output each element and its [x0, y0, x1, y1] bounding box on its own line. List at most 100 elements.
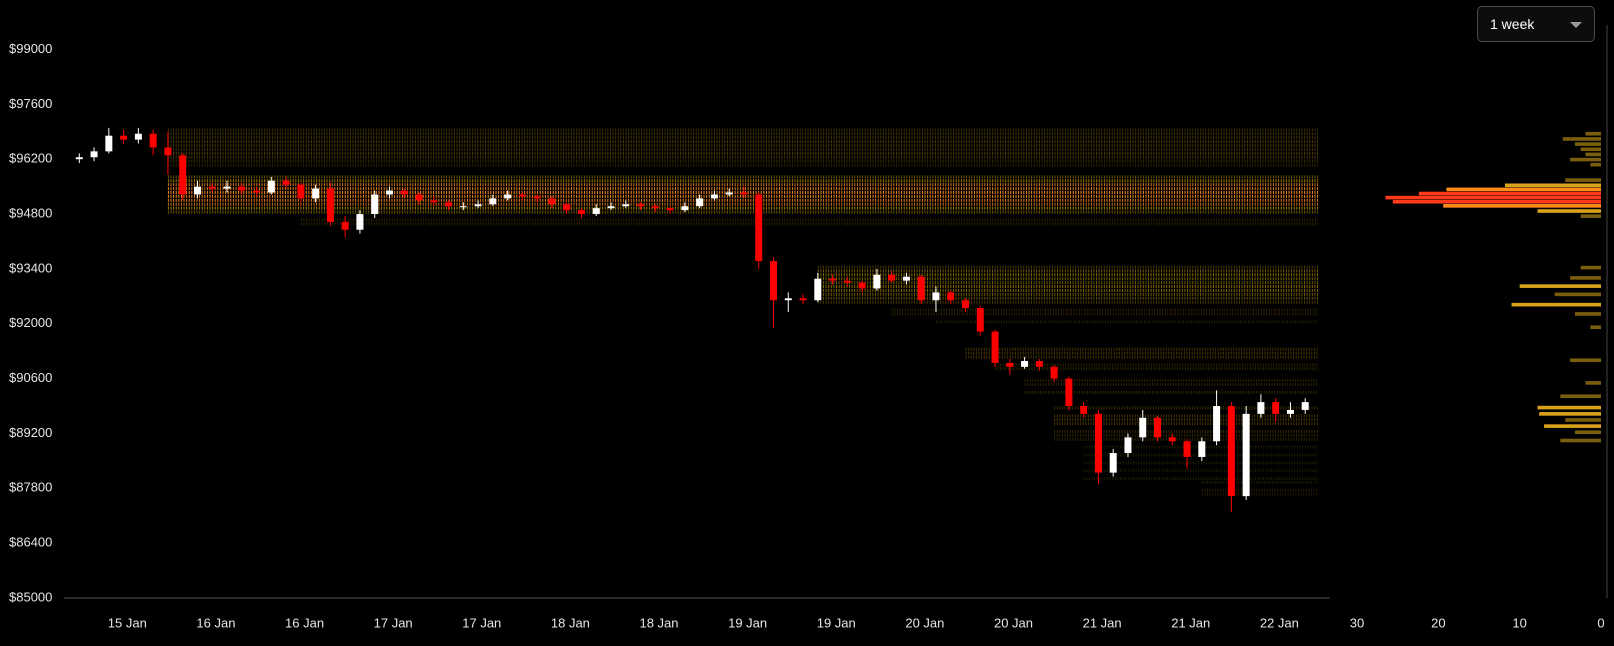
- y-tick-label: $99000: [9, 41, 52, 56]
- profile-bar: [1585, 381, 1601, 385]
- candle-body: [267, 180, 275, 193]
- candle-body: [445, 202, 453, 207]
- y-tick-label: $87800: [9, 480, 52, 495]
- candle-body: [533, 196, 541, 199]
- candle-body: [1021, 360, 1029, 367]
- profile-bar: [1580, 265, 1601, 270]
- candle-body: [1286, 409, 1294, 414]
- profile-bar: [1511, 302, 1601, 307]
- candle-body: [400, 190, 408, 195]
- candle-body: [90, 151, 98, 158]
- candle-body: [1198, 441, 1206, 457]
- y-tick-label: $85000: [9, 589, 52, 604]
- profile-bar: [1560, 394, 1601, 399]
- candle-body: [829, 278, 837, 281]
- candle-body: [1301, 402, 1309, 410]
- candle-body: [1006, 362, 1014, 367]
- profile-bar: [1418, 191, 1601, 196]
- candle-body: [1109, 453, 1117, 473]
- candle-body: [105, 135, 113, 152]
- candle-body: [326, 188, 334, 222]
- profile-bar: [1565, 178, 1601, 182]
- candle-body: [740, 192, 748, 195]
- timeframe-dropdown[interactable]: 1 week: [1477, 6, 1595, 42]
- y-tick-label: $97600: [9, 96, 52, 111]
- y-tick-label: $93400: [9, 260, 52, 275]
- y-tick-label: $90600: [9, 370, 52, 385]
- candle-body: [356, 214, 364, 230]
- candle-body: [1139, 417, 1147, 438]
- candle-body: [489, 198, 497, 205]
- profile-bar: [1585, 152, 1601, 157]
- x-tick-label: 15 Jan: [108, 615, 147, 630]
- x-tick-label: 18 Jan: [639, 615, 678, 630]
- profile-bar: [1385, 195, 1601, 200]
- candle-body: [385, 190, 393, 195]
- x-tick-label: 19 Jan: [817, 615, 856, 630]
- profile-bar: [1539, 412, 1601, 416]
- candle-body: [1257, 402, 1265, 414]
- profile-bar: [1580, 214, 1601, 218]
- candle-body: [888, 274, 896, 281]
- profile-bar: [1392, 199, 1601, 204]
- x-tick-label: 20 Jan: [905, 615, 944, 630]
- candle-body: [430, 200, 438, 203]
- profile-bar: [1562, 137, 1601, 141]
- x-tick-label: 18 Jan: [551, 615, 590, 630]
- profile-tick-label: 30: [1350, 615, 1364, 630]
- candle-body: [223, 186, 231, 189]
- dropdown-caret: [1570, 22, 1582, 28]
- candle-body: [651, 206, 659, 209]
- candle-body: [799, 298, 807, 301]
- candle-body: [592, 208, 600, 215]
- profile-bar: [1505, 183, 1601, 188]
- candle-body: [607, 206, 615, 209]
- profile-bar: [1537, 405, 1601, 410]
- candle-body: [666, 208, 674, 211]
- y-tick-label: $86400: [9, 535, 52, 550]
- profile-bar: [1570, 358, 1601, 363]
- candle-body: [873, 274, 881, 289]
- profile-bar: [1580, 147, 1601, 152]
- candle-body: [1094, 413, 1102, 473]
- candle-body: [1035, 360, 1043, 367]
- x-tick-label: 21 Jan: [1083, 615, 1122, 630]
- candle-body: [932, 292, 940, 301]
- y-tick-label: $94800: [9, 205, 52, 220]
- candle-body: [371, 194, 379, 215]
- profile-bar: [1544, 424, 1601, 428]
- candle-body: [1168, 437, 1176, 442]
- candle-body: [1183, 441, 1191, 457]
- candle-body: [1213, 406, 1221, 442]
- x-tick-label: 16 Jan: [285, 615, 324, 630]
- candle-body: [976, 308, 984, 332]
- candle-body: [1065, 378, 1073, 407]
- candle-body: [282, 180, 290, 185]
- candle-body: [681, 206, 689, 211]
- profile-bar: [1560, 438, 1601, 443]
- profile-tick-label: 20: [1431, 615, 1445, 630]
- candle-body: [858, 282, 866, 289]
- candle-body: [75, 157, 83, 160]
- candle-body: [312, 188, 320, 199]
- candle-body: [193, 186, 201, 195]
- profile-bar: [1554, 292, 1601, 297]
- candle-body: [1227, 406, 1235, 497]
- candle-body: [164, 147, 172, 156]
- candle-body: [1272, 402, 1280, 414]
- profile-tick-label: 0: [1597, 615, 1604, 630]
- profile-bar: [1537, 209, 1601, 213]
- profile-bar: [1590, 162, 1601, 167]
- candle-body: [902, 276, 910, 281]
- candle-body: [962, 300, 969, 309]
- profile-bar: [1519, 284, 1601, 288]
- candle-body: [725, 192, 733, 195]
- candle-body: [710, 194, 718, 199]
- candle-body: [1080, 406, 1088, 414]
- profile-bar: [1574, 142, 1601, 146]
- x-tick-label: 16 Jan: [196, 615, 235, 630]
- candle-body: [341, 221, 349, 230]
- candle-body: [577, 210, 585, 215]
